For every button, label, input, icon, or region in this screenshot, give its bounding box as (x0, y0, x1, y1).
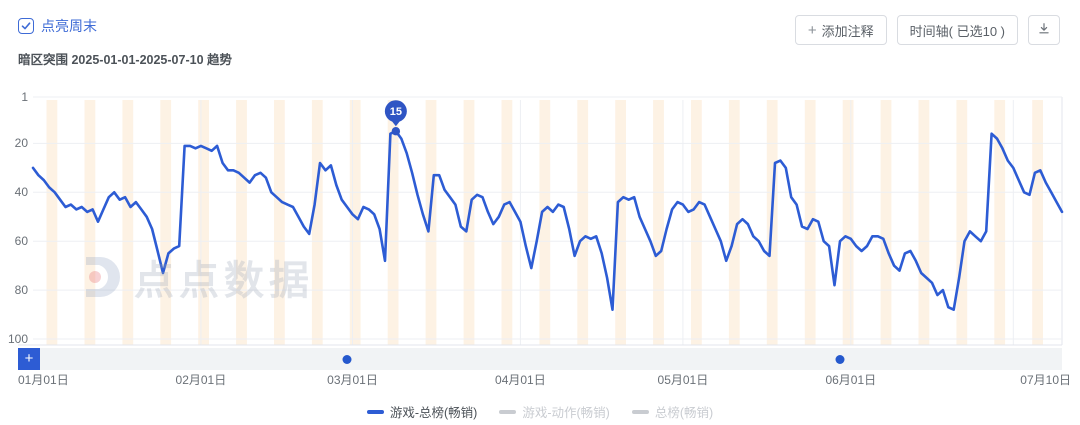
weekend-toggle-label: 点亮周末 (41, 18, 97, 34)
y-tick-label: 20 (14, 136, 28, 151)
dd-logo-icon (86, 257, 120, 297)
checkbox-checked-icon[interactable] (18, 18, 34, 34)
y-tick-label: 1 (21, 90, 28, 104)
legend-label: 游戏-动作(畅销) (522, 406, 610, 420)
timeline-add-button[interactable]: + (18, 348, 40, 370)
chart-legend: 游戏-总榜(畅销) 游戏-动作(畅销) 总榜(畅销) (0, 402, 1080, 421)
x-tick-label: 05月01日 (657, 373, 709, 387)
timeline-button[interactable]: 时间轴( 已选10 ) (896, 15, 1018, 45)
legend-item[interactable]: 游戏-动作(畅销) (499, 402, 610, 421)
weekend-toggle[interactable]: 点亮周末 (18, 16, 97, 36)
legend-line-marker (631, 409, 649, 414)
timeline-annotation-dot[interactable] (835, 355, 845, 364)
add-annotation-button[interactable]: + 添加注释 (794, 15, 887, 45)
x-tick-label: 07月10日 (1020, 373, 1071, 387)
y-tick-label: 40 (14, 185, 28, 200)
y-tick-label: 100 (7, 332, 28, 346)
add-annotation-label: 添加注释 (821, 23, 874, 39)
legend-label: 总榜(畅销) (654, 406, 714, 420)
legend-line-marker (499, 409, 517, 414)
x-tick-label: 06月01日 (825, 373, 877, 387)
legend-item[interactable]: 游戏-总榜(畅销) (366, 402, 478, 421)
timeline-annotation-dot[interactable] (342, 355, 352, 364)
x-tick-label: 04月01日 (495, 373, 546, 387)
legend-label: 游戏-总榜(畅销) (389, 406, 478, 420)
legend-item[interactable]: 总榜(畅销) (631, 402, 714, 421)
x-tick-label: 01月01日 (18, 373, 69, 387)
x-tick-label: 02月01日 (175, 373, 227, 387)
svg-text:15: 15 (390, 106, 402, 118)
y-tick-label: 80 (14, 283, 28, 298)
header-actions: + 添加注释 时间轴( 已选10 ) (794, 15, 1060, 45)
x-tick-label: 03月01日 (327, 373, 378, 387)
header: 点亮周末 + 添加注释 时间轴( 已选10 ) (0, 0, 1080, 46)
y-tick-label: 60 (14, 234, 28, 249)
timeline-button-label: 时间轴( 已选10 ) (909, 23, 1005, 39)
watermark-logo: 点点数据 (74, 248, 314, 306)
chart-subtitle: 暗区突围 2025-01-01-2025-07-10 趋势 (18, 53, 232, 67)
plus-icon: + (807, 21, 817, 39)
timeline-strip[interactable]: + (18, 348, 1062, 370)
watermark-text: 点点数据 (134, 259, 314, 303)
legend-line-marker (366, 409, 384, 414)
download-icon (1037, 22, 1051, 39)
download-button[interactable] (1028, 15, 1060, 45)
